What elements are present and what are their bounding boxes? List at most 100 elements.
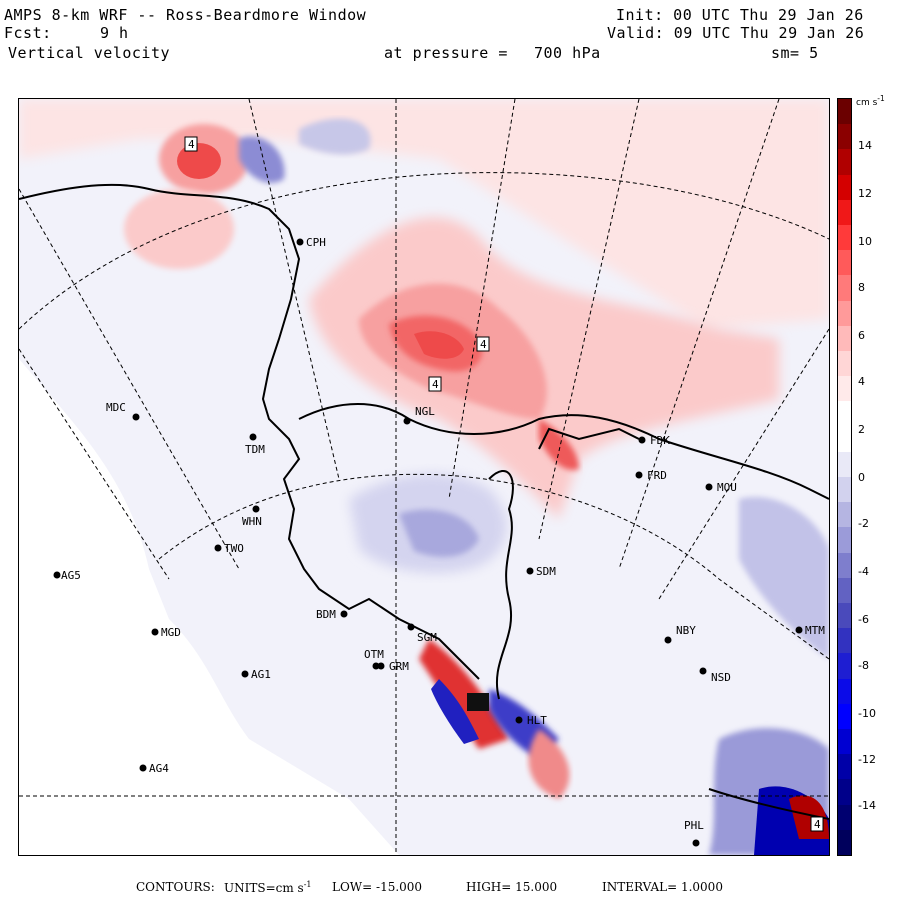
coastline [19, 183, 829, 820]
colorbar-segment [838, 401, 851, 428]
colorbar-tick-label: -8 [858, 659, 869, 672]
colorbar-segment [838, 729, 851, 755]
station-marker[interactable] [699, 667, 707, 675]
station-label: HLT [527, 714, 547, 727]
contour-value-marker: 4 [810, 816, 824, 832]
colorbar-tick-label: 10 [858, 235, 872, 248]
station-marker[interactable] [403, 417, 411, 425]
colorbar-segment [838, 678, 851, 705]
colorbar-segment [838, 325, 851, 352]
colorbar-tick-label: 6 [858, 329, 865, 342]
station-marker[interactable] [705, 483, 713, 491]
colorbar-segment [838, 451, 851, 478]
footer-low: LOW= -15.000 [332, 880, 423, 894]
colorbar-segment [838, 754, 851, 780]
colorbar-unit: cm s-1 [856, 94, 885, 108]
colorbar-tick-label: 2 [858, 423, 865, 436]
station-marker[interactable] [53, 571, 61, 579]
colorbar-segment [838, 275, 851, 302]
station-marker[interactable] [638, 436, 646, 444]
map-canvas: CPH MDC NGL FDK TDM FRD MOU WHN TWO AG5 SDM BDM MGD N… [19, 99, 829, 855]
footer-high: HIGH= 15.000 [466, 880, 558, 894]
colorbar-segment [838, 804, 851, 831]
contour-value-label: 4 [480, 338, 487, 351]
colorbar-segment [838, 628, 851, 654]
vertical-velocity-map: CPH MDC NGL FDK TDM FRD MOU WHN TWO AG5 SDM BDM MGD N… [18, 98, 830, 856]
station-marker[interactable] [372, 662, 380, 670]
station-label: NBY [676, 624, 696, 637]
colorbar-segment [838, 603, 851, 629]
smoothing-value: sm= 5 [771, 44, 819, 62]
station-label: OTM [364, 648, 384, 661]
station-label: BDM [316, 608, 336, 621]
colorbar-tick-label: 0 [858, 471, 865, 484]
station-marker[interactable] [132, 413, 140, 421]
station-label: PHL [684, 819, 704, 832]
colorbar [837, 98, 852, 856]
colorbar-segment [838, 502, 851, 528]
station-marker[interactable] [377, 662, 385, 670]
footer-interval: INTERVAL= 1.0000 [602, 880, 723, 894]
station-marker[interactable] [692, 839, 700, 847]
colorbar-segment [838, 552, 851, 579]
station-marker[interactable] [526, 567, 534, 575]
southeast-strong-cells [709, 497, 829, 855]
station-marker[interactable] [249, 433, 257, 441]
station-label: TDM [245, 443, 265, 456]
station-marker[interactable] [296, 238, 304, 246]
colorbar-segment [838, 426, 851, 453]
colorbar-segment [838, 477, 851, 503]
station-label: AG1 [251, 668, 271, 681]
colorbar-segment [838, 376, 851, 402]
station-marker[interactable] [151, 628, 159, 636]
colorbar-segment [838, 653, 851, 680]
station-marker[interactable] [407, 623, 415, 631]
colorbar-tick-label: -14 [858, 799, 876, 812]
station-marker[interactable] [252, 505, 260, 513]
station-label: AG4 [149, 762, 169, 775]
footer-units: UNITS=cm s-1 [224, 880, 312, 895]
map-title: AMPS 8-km WRF -- Ross-Beardmore Window [4, 6, 367, 24]
colorbar-tick-label: 14 [858, 139, 872, 152]
colorbar-segment [838, 174, 851, 201]
pressure-label: at pressure = [384, 44, 508, 62]
station-marker[interactable] [795, 626, 803, 634]
colorbar-tick-label: -2 [858, 517, 869, 530]
colorbar-segment [838, 351, 851, 377]
colorbar-tick-label: -12 [858, 753, 876, 766]
colorbar-tick-label: 8 [858, 281, 865, 294]
contour-value-label: 4 [188, 138, 195, 151]
colorbar-segment [838, 829, 851, 856]
contour-value-marker: 4 [184, 136, 198, 152]
init-time: Init: 00 UTC Thu 29 Jan 26 [616, 6, 864, 24]
colorbar-segment [838, 149, 851, 176]
colorbar-segment [838, 124, 851, 150]
graticule [19, 99, 829, 855]
station-label: MGD [161, 626, 181, 639]
colorbar-tick-label: -4 [858, 565, 869, 578]
white-region-west [19, 359, 399, 855]
field-name: Vertical velocity [8, 44, 171, 62]
contour-markers: 4 4 4 4 [184, 136, 824, 832]
northwest-updraft-cell [124, 124, 249, 269]
station-label: GRM [389, 660, 409, 673]
station-marker[interactable] [241, 670, 249, 678]
station-marker[interactable] [635, 471, 643, 479]
station-marker[interactable] [515, 716, 523, 724]
station-marker[interactable] [139, 764, 147, 772]
colorbar-segment [838, 199, 851, 226]
colorbar-segment [838, 225, 851, 251]
station-marker[interactable] [214, 544, 222, 552]
contour-value-label: 4 [814, 818, 821, 831]
station-label: MDC [106, 401, 126, 414]
station-marker[interactable] [664, 636, 672, 644]
valid-time: Valid: 09 UTC Thu 29 Jan 26 [607, 24, 865, 42]
colorbar-segment [838, 577, 851, 604]
station-label: SGM [417, 631, 437, 644]
colorbar-tick-label: 4 [858, 375, 865, 388]
colorbar-segment [838, 779, 851, 806]
station-label: TWO [224, 542, 244, 555]
contour-value-label: 4 [432, 378, 439, 391]
stations-layer: CPH MDC NGL FDK TDM FRD MOU WHN TWO AG5 SDM BDM MGD N… [53, 236, 825, 847]
station-marker[interactable] [340, 610, 348, 618]
